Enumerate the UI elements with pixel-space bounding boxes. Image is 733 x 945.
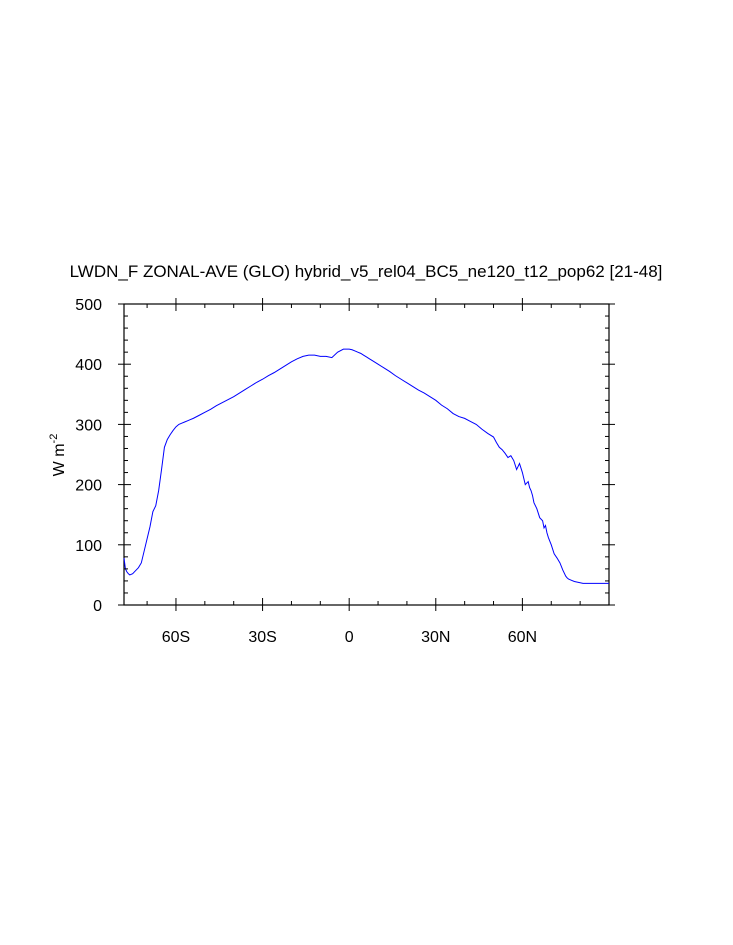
y-tick-label: 0 (93, 598, 102, 615)
y-tick-label: 100 (75, 538, 102, 555)
y-tick-label: 200 (75, 478, 102, 495)
y-axis-label: W m-2 (48, 434, 68, 477)
plot-area (123, 303, 610, 606)
series-line-0 (123, 348, 609, 584)
y-axis-label-exponent: -2 (48, 434, 60, 444)
y-tick-label: 300 (75, 417, 102, 434)
axis-ticks (118, 298, 615, 611)
y-tick-label: 500 (75, 297, 102, 314)
x-tick-label: 60N (508, 629, 537, 646)
x-tick-label: 0 (345, 629, 354, 646)
y-tick-label: 400 (75, 357, 102, 374)
plot-frame (123, 303, 610, 606)
x-tick-label: 30N (421, 629, 450, 646)
x-tick-label: 60S (162, 629, 190, 646)
chart-title: LWDN_F ZONAL-AVE (GLO) hybrid_v5_rel04_B… (70, 262, 663, 281)
x-tick-label: 30S (248, 629, 276, 646)
axis-tick-labels: 0 100 200 300 400 500 60S 30S 0 30N 60N (75, 297, 537, 646)
